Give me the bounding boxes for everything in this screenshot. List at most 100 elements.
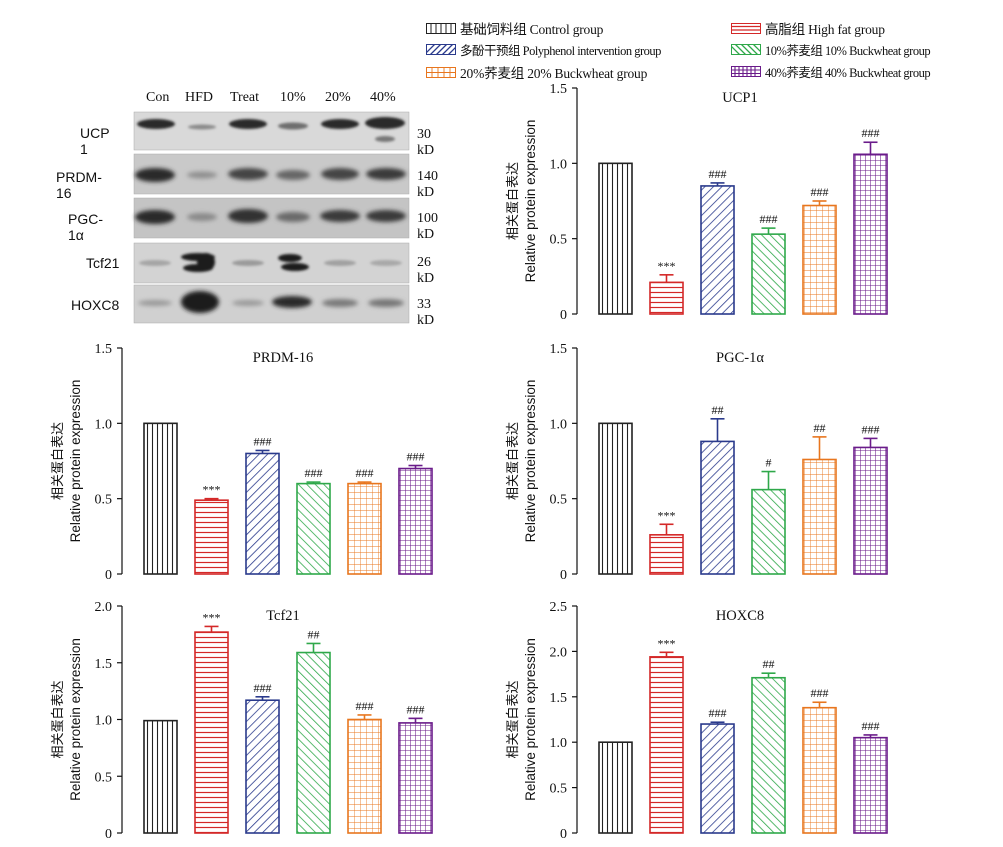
legend-item-10pct: 10%荞麦组 10% Buckwheat group [731,40,931,59]
significance-mark: ### [709,706,727,720]
bar [649,656,684,834]
significance-mark: ### [709,167,727,181]
bar [853,446,888,575]
bar [347,718,382,834]
blot-size-label: 100 kD [417,211,438,242]
legend-swatch-20pct [426,66,456,78]
significance-mark: ### [305,466,323,480]
blot-protein-label: PGC-1α [68,211,103,243]
y-axis-label-cn: 相关蛋白表达 [505,680,521,758]
significance-mark: ### [254,434,272,448]
legend-item-control: 基础饲料组 Control group [426,18,603,38]
legend-swatch-polyphenol [426,44,456,55]
bar [143,422,178,575]
y-tick-label: 1.5 [95,342,113,357]
blot-protein-label: UCP 1 [80,125,110,157]
bar [802,706,837,834]
bar-chart-ucp1: 0 0.5 1.0 1.5 相关蛋白表达 Relative protein express… [505,82,888,323]
chart-title: PRDM-16 [253,350,313,366]
y-axis-label-en: Relative protein expression [68,638,83,801]
y-tick-label: 0.5 [95,493,113,508]
legend-item-high-fat: 高脂组 High fat group [731,18,885,38]
legend-swatch-control [426,22,456,34]
significance-mark: *** [658,508,676,522]
significance-mark: # [766,456,772,470]
blot-strip-tcf21 [133,242,410,284]
blot-size-label: 140 kD [417,169,438,200]
significance-mark: ### [407,450,425,464]
bar [245,699,280,834]
bar [398,467,433,575]
y-tick-label: 1.0 [95,417,113,432]
y-axis-label-cn: 相关蛋白表达 [50,422,66,500]
bar [296,482,331,575]
y-tick-label: 1.0 [550,736,568,751]
chart-title: UCP1 [722,90,757,106]
bar [700,723,735,834]
y-tick-label: 2.0 [95,600,113,615]
y-tick-label: 0 [105,827,112,842]
bar [598,422,633,575]
significance-mark: ### [356,466,374,480]
significance-mark: ### [760,212,778,226]
bar [398,722,433,834]
significance-mark: ### [811,686,829,700]
significance-mark: ## [763,657,775,671]
bar [194,631,229,834]
y-tick-label: 0 [560,568,567,583]
blot-lane-label: Con [146,90,170,105]
bar [751,233,786,315]
chart-title: HOXC8 [716,608,764,624]
blot-protein-label: HOXC8 [71,297,120,313]
blot-strip-pgc1a [133,197,410,239]
bar [649,534,684,575]
legend-swatch-10pct [731,44,761,55]
y-tick-label: 0 [560,308,567,323]
legend-item-polyphenol: 多酚干预组 Polyphenol intervention group [426,40,661,59]
y-tick-label: 0.5 [550,233,568,248]
blot-size-label: 26 kD [417,255,435,286]
blot-size-label: 30 kD [417,127,435,158]
significance-mark: ### [811,185,829,199]
bar-chart-pgc1: 0 0.5 1.0 1.5 相关蛋白表达 Relative protein express… [505,342,888,583]
legend: 基础饲料组 Control group 高脂组 High fat group 多… [0,0,1003,82]
bar [853,736,888,834]
blot-protein-label: PRDM-16 [56,169,102,201]
significance-mark: ## [712,403,724,417]
significance-mark: ### [254,681,272,695]
bar [143,719,178,834]
y-tick-label: 0 [105,568,112,583]
bar [347,482,382,575]
significance-mark: ### [407,702,425,716]
legend-label-high-fat: 高脂组 High fat group [765,22,885,37]
legend-item-40pct: 40%荞麦组 40% Buckwheat group [731,62,931,81]
bar [802,458,837,575]
blot-strip-prdm16 [133,153,410,195]
y-tick-label: 2.0 [550,645,568,660]
y-axis-label-en: Relative protein expression [523,638,538,801]
blot-lane-label: 10% [280,90,306,105]
legend-swatch-high-fat [731,22,761,34]
y-axis-label-cn: 相关蛋白表达 [505,162,521,240]
y-axis-label-cn: 相关蛋白表达 [505,422,521,500]
bar [853,153,888,315]
significance-mark: ## [308,627,320,641]
significance-mark: *** [203,610,221,624]
significance-mark: ### [862,422,880,436]
significance-mark: ## [814,421,826,435]
y-axis-label-en: Relative protein expression [523,120,538,283]
y-axis-label-en: Relative protein expression [523,380,538,543]
blot-strip-hoxc8 [133,284,410,324]
y-tick-label: 1.0 [550,417,568,432]
bar [751,488,786,575]
chart-title: PGC-1α [716,350,764,366]
bar-chart-prdm16: 0 0.5 1.0 1.5 相关蛋白表达 Relative protein express… [50,342,433,583]
legend-item-20pct: 20%荞麦组 20% Buckwheat group [426,62,647,82]
bar [802,204,837,315]
legend-label-10pct: 10%荞麦组 10% Buckwheat group [765,44,931,58]
blot-protein-label: Tcf21 [86,255,120,271]
bar [649,281,684,315]
bar [598,741,633,834]
